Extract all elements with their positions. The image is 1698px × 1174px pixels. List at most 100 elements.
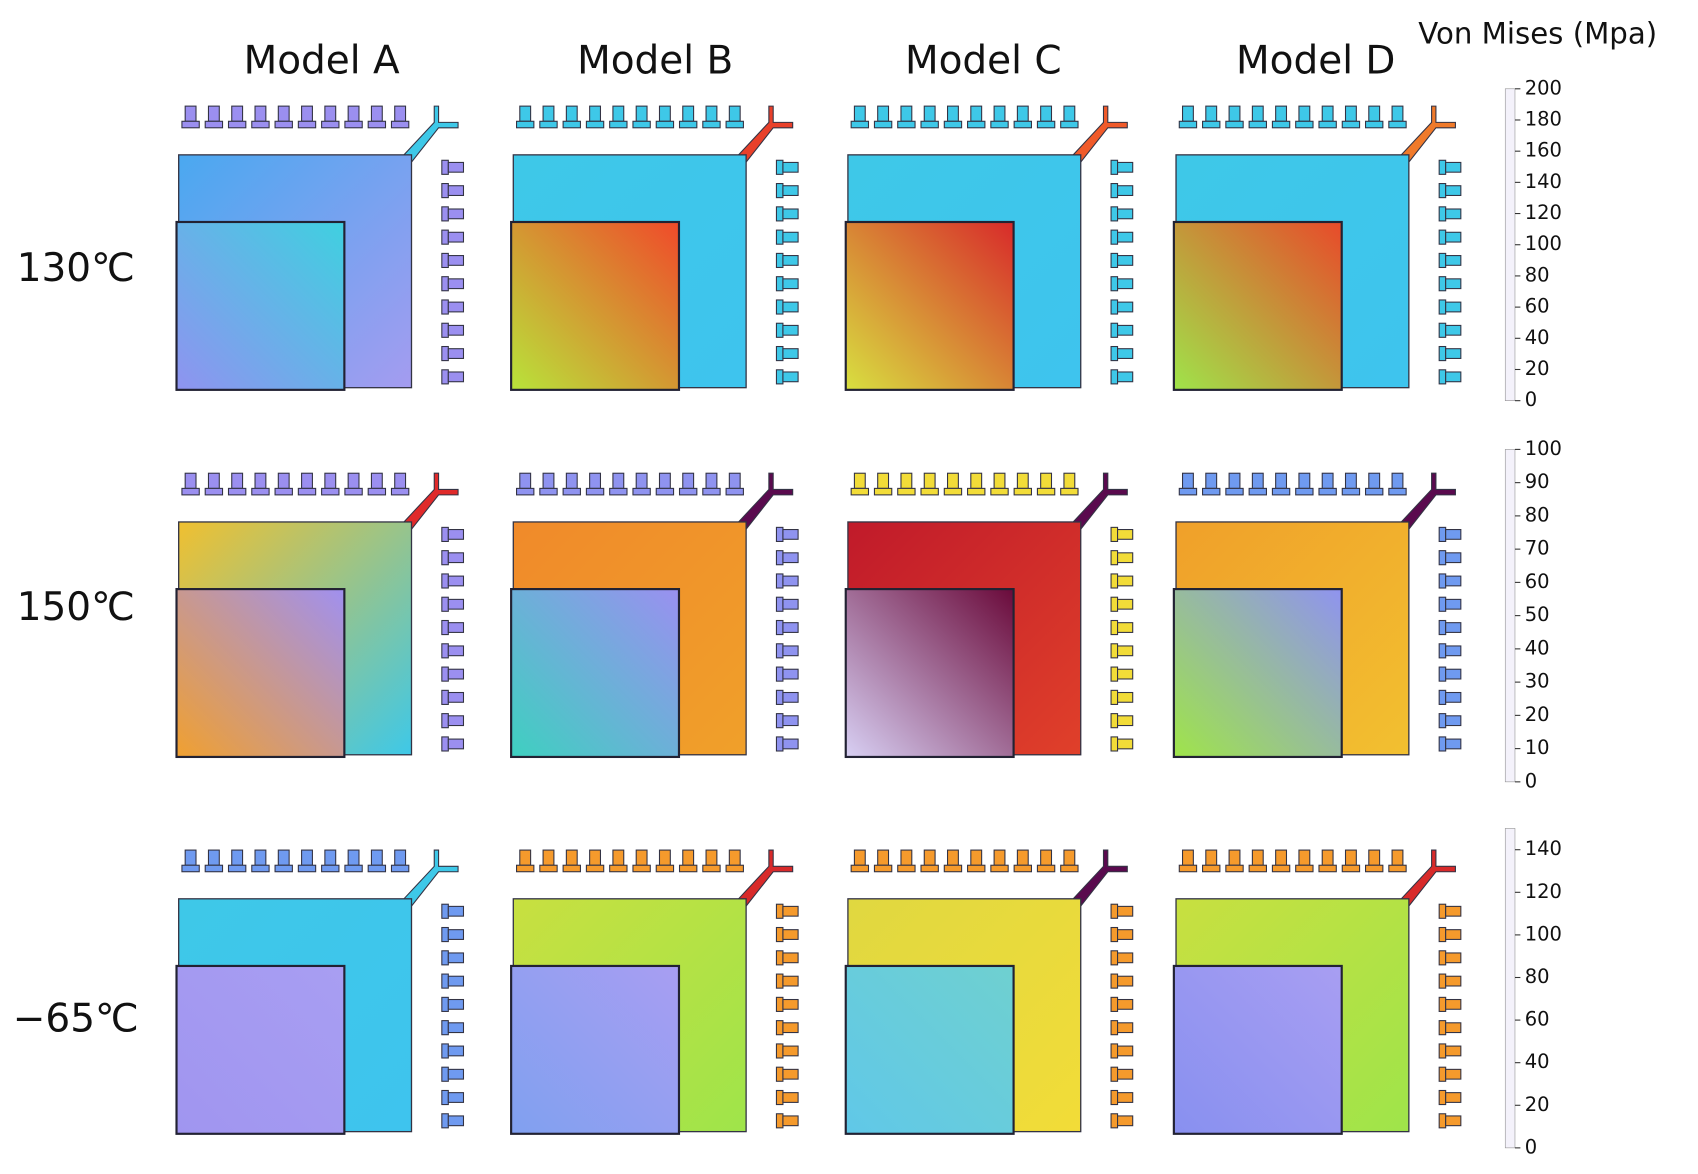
colorbar-tick-label: 80 (1525, 503, 1550, 526)
solder-pad (782, 1115, 799, 1127)
solder-pad (447, 324, 465, 336)
solder-pad (1036, 120, 1056, 129)
solder-pad (1438, 526, 1447, 542)
colorbar-tick-label: 100 (1525, 232, 1562, 255)
colorbar-tick-label: 120 (1525, 201, 1562, 224)
solder-pad (1445, 691, 1462, 703)
column-label: Model C (905, 38, 1062, 83)
solder-pad (1298, 849, 1311, 866)
solder-pad (993, 472, 1006, 489)
solder-pad (1117, 348, 1134, 359)
solder-pad (970, 472, 983, 489)
solder-pad (297, 120, 317, 129)
solder-pad (441, 526, 449, 542)
solder-pad (782, 1068, 799, 1080)
solder-pad (516, 487, 535, 496)
solder-pad (1344, 472, 1357, 489)
solder-pad (658, 849, 671, 866)
solder-pad (897, 120, 916, 129)
solder-pad (589, 472, 602, 489)
solder-pad (632, 120, 651, 129)
solder-pad (1110, 1089, 1119, 1106)
colorbar (1504, 828, 1516, 1149)
stress-panel (844, 472, 1134, 759)
solder-pad (635, 472, 648, 489)
inner-square (175, 588, 346, 759)
solder-pad (1117, 715, 1134, 727)
colorbar-tick-label: 0 (1525, 769, 1537, 792)
solder-pad (1388, 487, 1407, 496)
solder-pad (390, 864, 410, 873)
solder-pad (1438, 345, 1447, 362)
inner-square (1172, 588, 1343, 759)
solder-pad (1438, 573, 1447, 589)
solder-pad (1271, 864, 1291, 873)
lead-arm (403, 105, 459, 165)
lead-arm (1072, 472, 1128, 532)
solder-pad (1117, 528, 1134, 540)
solder-pad (1344, 849, 1357, 866)
colorbar-tick-label: 80 (1525, 965, 1550, 988)
solder-pad (775, 596, 784, 612)
solder-pad (609, 120, 628, 129)
solder-pad (1318, 864, 1337, 873)
solder-pad (1391, 105, 1404, 122)
solder-pad (447, 1068, 465, 1080)
solder-pad (1228, 849, 1241, 866)
solder-pad (519, 105, 532, 122)
solder-pad (1445, 1115, 1462, 1127)
solder-pad (1438, 973, 1447, 989)
solder-pad (1063, 849, 1076, 866)
solder-pad (1271, 120, 1291, 129)
row-label: 130℃ (17, 246, 135, 291)
stress-panel (510, 849, 799, 1135)
solder-pad (993, 105, 1006, 122)
solder-pad (542, 105, 555, 122)
solder-pad (678, 864, 698, 873)
solder-pad (1110, 596, 1119, 612)
solder-pad (1445, 975, 1462, 987)
solder-pad (1438, 1113, 1447, 1129)
solder-pad (447, 715, 465, 727)
solder-pad (782, 371, 799, 383)
solder-pad (441, 713, 449, 729)
solder-pad (967, 487, 986, 496)
solder-pad (441, 1020, 449, 1036)
colorbar-tick-label: 50 (1525, 603, 1550, 626)
solder-pad (301, 105, 313, 122)
solder-pad (655, 120, 675, 129)
solder-pad (782, 668, 799, 680)
solder-pad (775, 736, 784, 752)
solder-pad (344, 120, 363, 129)
solder-pad (1110, 322, 1119, 338)
solder-pad (447, 1022, 465, 1034)
solder-pad (441, 950, 449, 966)
solder-pad (775, 1020, 784, 1036)
solder-pad (775, 345, 784, 362)
solder-pad (1438, 1066, 1447, 1082)
solder-pad (447, 552, 465, 564)
solder-pad (447, 668, 465, 680)
solder-pad (181, 120, 200, 129)
solder-pad (562, 120, 581, 129)
solder-pad (1110, 183, 1119, 199)
solder-pad (1110, 229, 1119, 245)
inner-square (1172, 964, 1343, 1135)
solder-pad (1110, 973, 1119, 989)
solder-pad (1117, 161, 1134, 173)
solder-pad (1040, 849, 1053, 866)
solder-pad (181, 487, 200, 496)
solder-pad (204, 487, 224, 496)
solder-pad (254, 105, 267, 122)
solder-pad (1251, 849, 1264, 866)
solder-pad (324, 849, 337, 866)
solder-pad (589, 849, 602, 866)
solder-pad (277, 105, 290, 122)
solder-pad (370, 105, 383, 122)
solder-pad (1364, 487, 1384, 496)
solder-pad (207, 472, 220, 489)
solder-pad (394, 849, 407, 866)
solder-pad (943, 487, 963, 496)
solder-pad (181, 864, 200, 873)
solder-pad (441, 596, 449, 612)
